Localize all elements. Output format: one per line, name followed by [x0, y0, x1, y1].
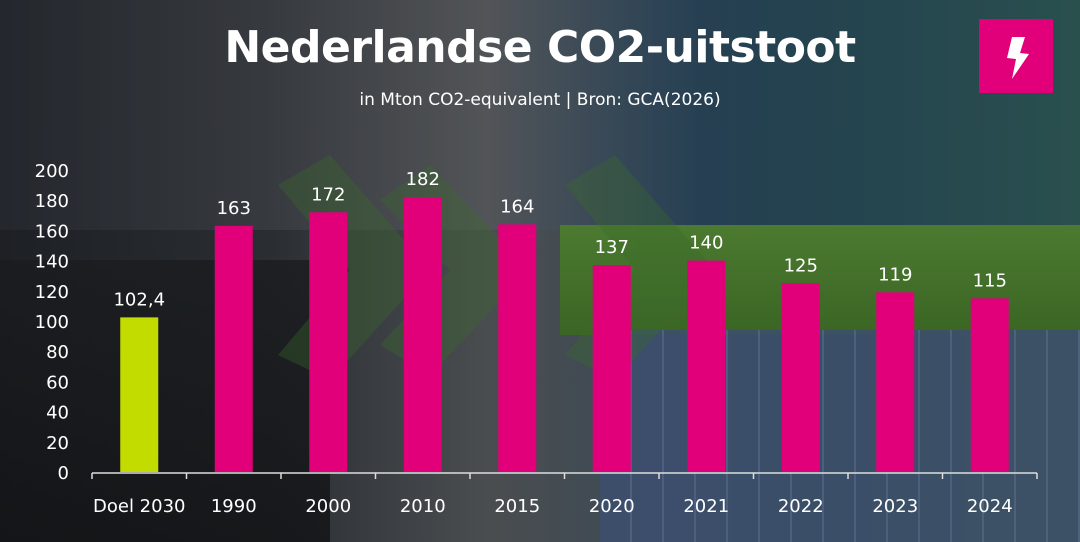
- data-label: 182: [406, 169, 440, 190]
- bar: [214, 225, 253, 472]
- data-label: 102,4: [113, 289, 165, 310]
- bar: [309, 212, 348, 472]
- x-tick-label: Doel 2030: [93, 496, 185, 517]
- background-sky: [0, 0, 1080, 230]
- chart-title: Nederlandse CO2-uitstoot: [224, 22, 856, 73]
- bar: [120, 317, 159, 472]
- data-label: 119: [878, 264, 912, 285]
- x-tick-label: 2022: [778, 496, 824, 517]
- bar: [781, 283, 820, 472]
- data-label: 163: [217, 198, 251, 219]
- x-tick-label: 2015: [494, 496, 540, 517]
- x-tick-label: 2010: [400, 496, 446, 517]
- bar: [970, 298, 1009, 472]
- logo: [979, 19, 1053, 93]
- y-tick-label: 60: [46, 372, 69, 393]
- y-tick-label: 160: [35, 221, 69, 242]
- x-tick-label: 2021: [683, 496, 729, 517]
- y-tick-label: 120: [35, 282, 69, 303]
- data-label: 137: [595, 237, 629, 258]
- bar: [592, 265, 631, 472]
- data-label: 172: [311, 184, 345, 205]
- y-tick-label: 180: [35, 191, 69, 212]
- y-tick-label: 80: [46, 342, 69, 363]
- x-tick-label: 2023: [872, 496, 918, 517]
- y-tick-label: 140: [35, 252, 69, 273]
- bar: [403, 197, 442, 472]
- y-tick-label: 200: [35, 161, 69, 182]
- lightning-bolt-icon: [1007, 37, 1029, 79]
- y-tick-label: 100: [35, 312, 69, 333]
- bar: [687, 260, 726, 472]
- bar: [498, 224, 537, 472]
- chart-subtitle: in Mton CO2-equivalent | Bron: GCA(2026): [359, 90, 721, 110]
- y-tick-label: 40: [46, 403, 69, 424]
- data-label: 164: [500, 196, 534, 217]
- x-tick-label: 2024: [967, 496, 1013, 517]
- x-tick-label: 2000: [305, 496, 351, 517]
- data-label: 115: [973, 270, 1007, 291]
- bar: [876, 292, 915, 472]
- y-tick-label: 20: [46, 433, 69, 454]
- data-label: 140: [689, 233, 723, 254]
- x-tick-label: 2020: [589, 496, 635, 517]
- data-label: 125: [784, 255, 818, 276]
- y-tick-label: 0: [58, 463, 69, 484]
- x-tick-label: 1990: [211, 496, 257, 517]
- background-city: [0, 260, 330, 542]
